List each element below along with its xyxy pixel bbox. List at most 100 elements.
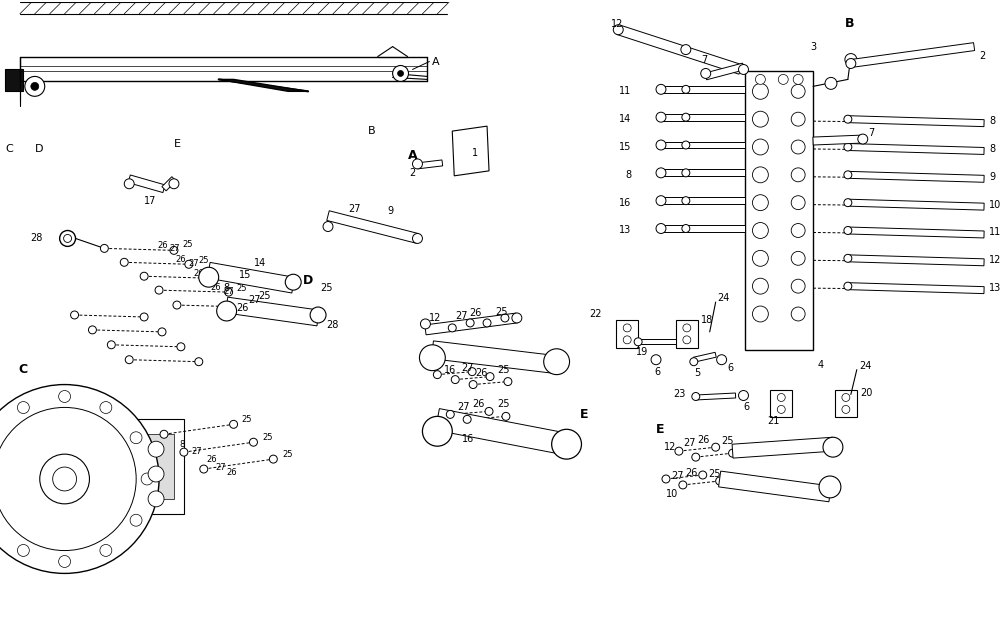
Polygon shape	[661, 114, 745, 120]
Text: 15: 15	[619, 142, 631, 152]
Polygon shape	[617, 25, 742, 74]
Polygon shape	[813, 135, 863, 145]
Circle shape	[791, 84, 805, 99]
Text: 14: 14	[619, 114, 631, 124]
Text: 26: 26	[175, 255, 186, 264]
Text: B: B	[368, 126, 375, 136]
Circle shape	[185, 260, 193, 268]
Text: 16: 16	[444, 364, 457, 374]
Text: 1: 1	[472, 148, 478, 158]
Circle shape	[100, 402, 112, 414]
Circle shape	[422, 416, 452, 446]
Text: 4: 4	[818, 359, 824, 369]
Circle shape	[752, 195, 768, 211]
Circle shape	[752, 139, 768, 155]
Circle shape	[623, 324, 631, 332]
Circle shape	[512, 313, 522, 323]
Circle shape	[842, 394, 850, 401]
Circle shape	[140, 313, 148, 321]
Text: 25: 25	[320, 283, 333, 293]
Text: 19: 19	[636, 347, 648, 357]
Circle shape	[752, 223, 768, 238]
Circle shape	[656, 84, 666, 94]
Circle shape	[791, 140, 805, 154]
Text: 25: 25	[497, 399, 509, 409]
Circle shape	[791, 168, 805, 182]
Circle shape	[148, 466, 164, 482]
Text: 25: 25	[199, 256, 209, 265]
Circle shape	[634, 338, 642, 346]
Circle shape	[130, 432, 142, 444]
Text: 8: 8	[179, 440, 184, 449]
Bar	[835, 389, 857, 417]
Circle shape	[755, 74, 765, 84]
Polygon shape	[638, 339, 676, 344]
Circle shape	[682, 169, 690, 177]
Circle shape	[393, 66, 409, 81]
Polygon shape	[661, 142, 745, 149]
Circle shape	[692, 453, 700, 461]
Circle shape	[845, 54, 857, 66]
Circle shape	[501, 314, 509, 322]
Polygon shape	[452, 126, 489, 176]
Circle shape	[777, 394, 785, 401]
Circle shape	[752, 306, 768, 322]
Text: 26: 26	[237, 303, 249, 313]
Circle shape	[701, 69, 711, 79]
Circle shape	[656, 140, 666, 150]
Text: 20: 20	[860, 388, 872, 397]
Bar	[129, 419, 184, 514]
Text: D: D	[35, 144, 43, 154]
Circle shape	[463, 416, 471, 423]
Circle shape	[217, 301, 237, 321]
Circle shape	[613, 25, 623, 35]
Text: 28: 28	[326, 320, 338, 330]
Text: 21: 21	[767, 416, 780, 426]
Text: 17: 17	[144, 196, 157, 206]
Circle shape	[446, 411, 454, 418]
Text: 26: 26	[475, 368, 487, 378]
Text: 25: 25	[242, 415, 252, 424]
Text: 25: 25	[258, 291, 271, 301]
Circle shape	[791, 223, 805, 238]
Circle shape	[858, 134, 868, 144]
Circle shape	[791, 279, 805, 293]
Text: 26: 26	[697, 435, 709, 445]
Circle shape	[682, 85, 690, 94]
Polygon shape	[327, 211, 419, 243]
Text: 24: 24	[859, 361, 871, 371]
Circle shape	[100, 545, 112, 557]
Text: 8: 8	[989, 144, 995, 154]
Text: 24: 24	[718, 293, 730, 303]
Polygon shape	[226, 297, 319, 326]
Text: 26: 26	[207, 455, 217, 464]
Text: 27: 27	[207, 273, 217, 281]
Circle shape	[155, 286, 163, 294]
Circle shape	[469, 381, 477, 389]
Circle shape	[846, 59, 856, 69]
Polygon shape	[848, 144, 984, 155]
Text: 22: 22	[589, 309, 601, 319]
Circle shape	[285, 274, 301, 290]
Text: 12: 12	[611, 19, 624, 29]
Circle shape	[140, 272, 148, 280]
Circle shape	[778, 74, 788, 84]
Polygon shape	[661, 197, 745, 204]
Circle shape	[310, 307, 326, 323]
Text: 26: 26	[472, 399, 485, 409]
Text: 25: 25	[495, 307, 507, 317]
Circle shape	[679, 481, 687, 489]
Text: 27: 27	[455, 311, 468, 321]
Text: B: B	[845, 17, 854, 30]
Text: 6: 6	[728, 363, 734, 373]
Text: E: E	[579, 408, 588, 421]
Circle shape	[682, 113, 690, 121]
Text: A: A	[408, 149, 417, 162]
Circle shape	[752, 278, 768, 294]
Text: 6: 6	[654, 367, 660, 377]
Circle shape	[448, 324, 456, 332]
Circle shape	[269, 455, 277, 463]
Circle shape	[844, 115, 852, 123]
Circle shape	[739, 391, 748, 401]
Circle shape	[716, 477, 724, 485]
